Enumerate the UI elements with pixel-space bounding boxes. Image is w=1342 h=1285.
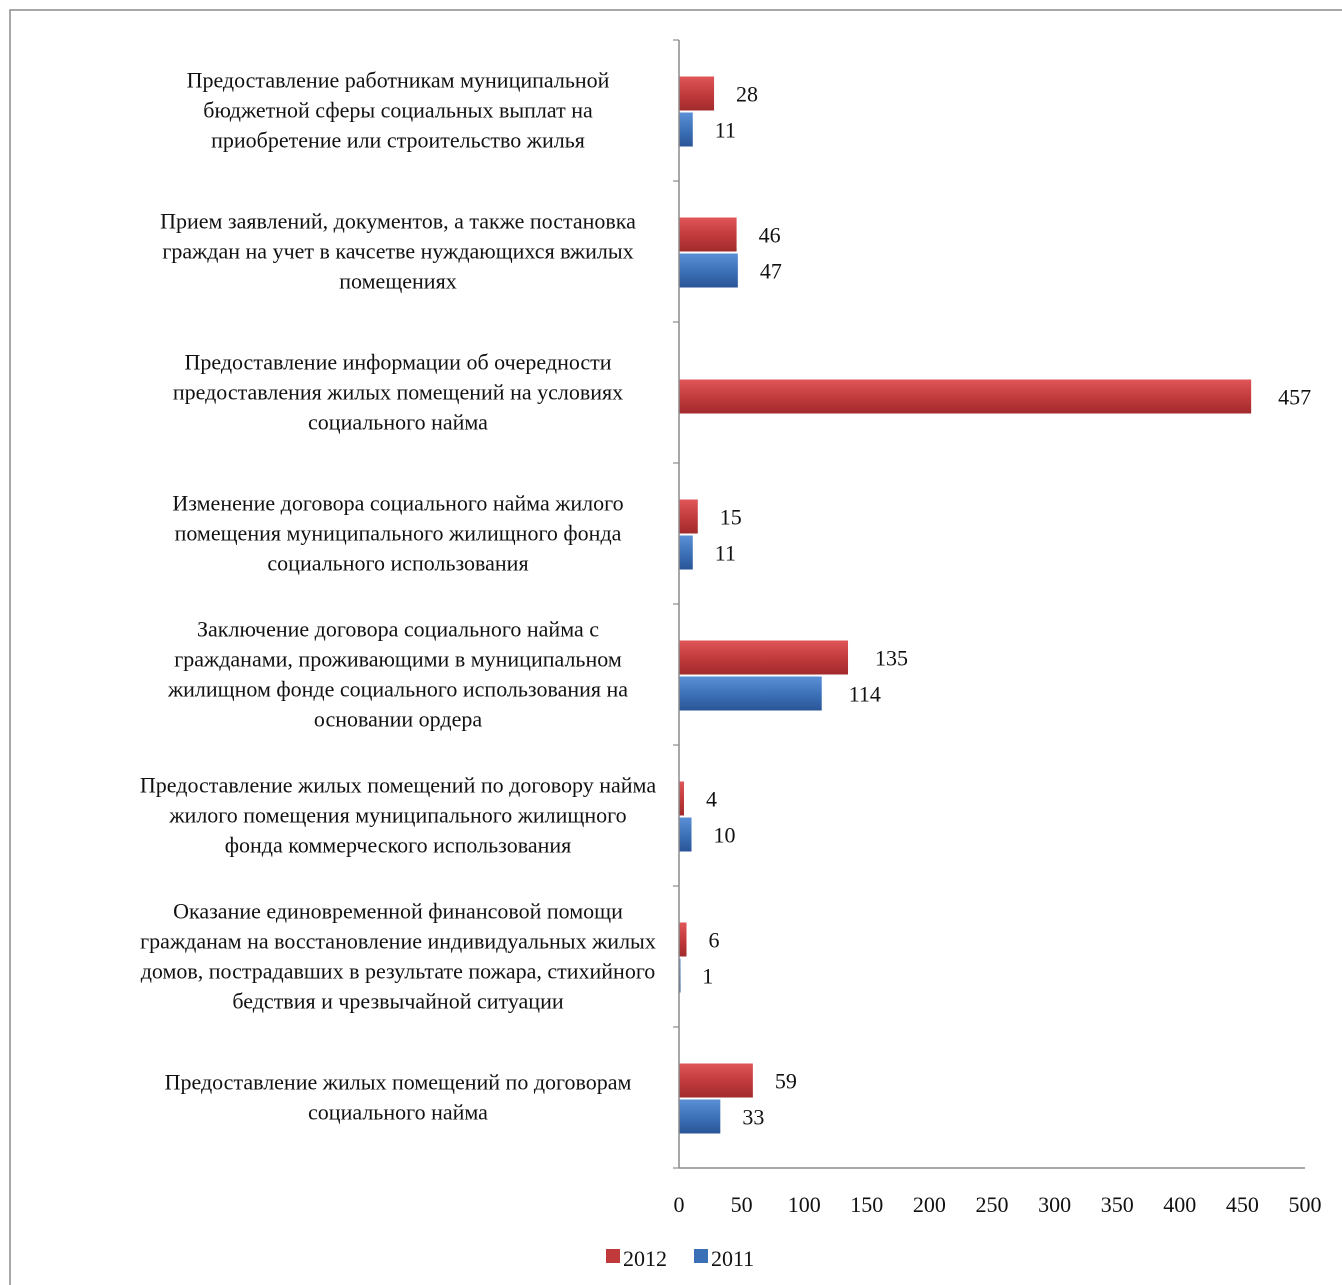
bar-2012-2: [679, 217, 737, 252]
x-tick-label-100: 100: [788, 1192, 821, 1217]
x-tick-label-350: 350: [1101, 1192, 1134, 1217]
value-label-2012-3: 457: [1278, 385, 1311, 410]
bar-2012-1: [679, 76, 715, 111]
x-tick-label-450: 450: [1226, 1192, 1259, 1217]
category-label-1: Предоставление работникам муниципальной б…: [187, 68, 610, 153]
value-label-2012-4: 15: [720, 505, 742, 530]
value-label-2012-8: 59: [775, 1069, 797, 1094]
value-label-2012-5: 135: [875, 646, 908, 671]
x-tick-label-0: 0: [674, 1192, 685, 1217]
value-label-2011-8: 33: [742, 1105, 764, 1130]
chart-border: [9, 9, 1342, 1285]
legend: 2012 2011: [606, 1246, 754, 1271]
x-tick-label-150: 150: [850, 1192, 883, 1217]
x-tick-label-250: 250: [976, 1192, 1009, 1217]
tick-labels-group: 0 50 100 150 200 250 300 350 400 450 500: [674, 1192, 1322, 1217]
value-label-2011-4: 11: [715, 541, 736, 566]
x-tick-label-50: 50: [731, 1192, 753, 1217]
bar-2011-5: [679, 676, 822, 711]
legend-label-2011: 2011: [711, 1246, 754, 1271]
value-label-2011-7: 1: [702, 964, 713, 989]
category-label-8: Предоставление жилых помещений по догово…: [165, 1070, 632, 1125]
x-tick-label-200: 200: [913, 1192, 946, 1217]
category-label-4: Изменение договора социального найма жил…: [172, 491, 623, 576]
x-tick-label-400: 400: [1163, 1192, 1196, 1217]
bar-2011-8: [679, 1099, 721, 1134]
legend-swatch-2012: [606, 1249, 620, 1263]
axes-group: [673, 39, 1305, 1169]
category-label-2: Прием заявлений, документов, а также пос…: [160, 209, 636, 294]
category-label-6: Предоставление жилых помещений по догово…: [140, 773, 656, 858]
category-label-7: Оказание единовременной финансовой помощ…: [140, 899, 656, 1014]
legend-swatch-2011: [694, 1249, 708, 1263]
bars-group: [679, 76, 1252, 1134]
value-label-2012-2: 46: [759, 223, 781, 248]
bar-2011-4: [679, 535, 693, 570]
value-label-2011-2: 47: [760, 259, 782, 284]
category-label-3: Предоставление информации об очередности…: [173, 350, 623, 435]
bar-2012-5: [679, 640, 849, 675]
bar-2011-1: [679, 112, 693, 147]
category-labels-group: Предоставление работникам муниципальной б…: [140, 68, 656, 1125]
value-label-2011-5: 114: [849, 682, 881, 707]
bar-2012-3: [679, 379, 1252, 414]
value-label-2011-6: 10: [714, 823, 736, 848]
bar-2012-4: [679, 499, 698, 534]
bar-2012-8: [679, 1063, 753, 1098]
bar-2012-7: [679, 922, 687, 957]
bar-2011-2: [679, 253, 738, 288]
value-label-2012-6: 4: [706, 787, 717, 812]
x-tick-label-500: 500: [1289, 1192, 1322, 1217]
x-tick-label-300: 300: [1038, 1192, 1071, 1217]
value-label-2011-1: 11: [715, 118, 736, 143]
legend-label-2012: 2012: [623, 1246, 667, 1271]
bar-2011-6: [679, 817, 692, 852]
bar-2012-6: [679, 781, 685, 816]
value-label-2012-7: 6: [709, 928, 720, 953]
value-label-2012-1: 28: [736, 82, 758, 107]
